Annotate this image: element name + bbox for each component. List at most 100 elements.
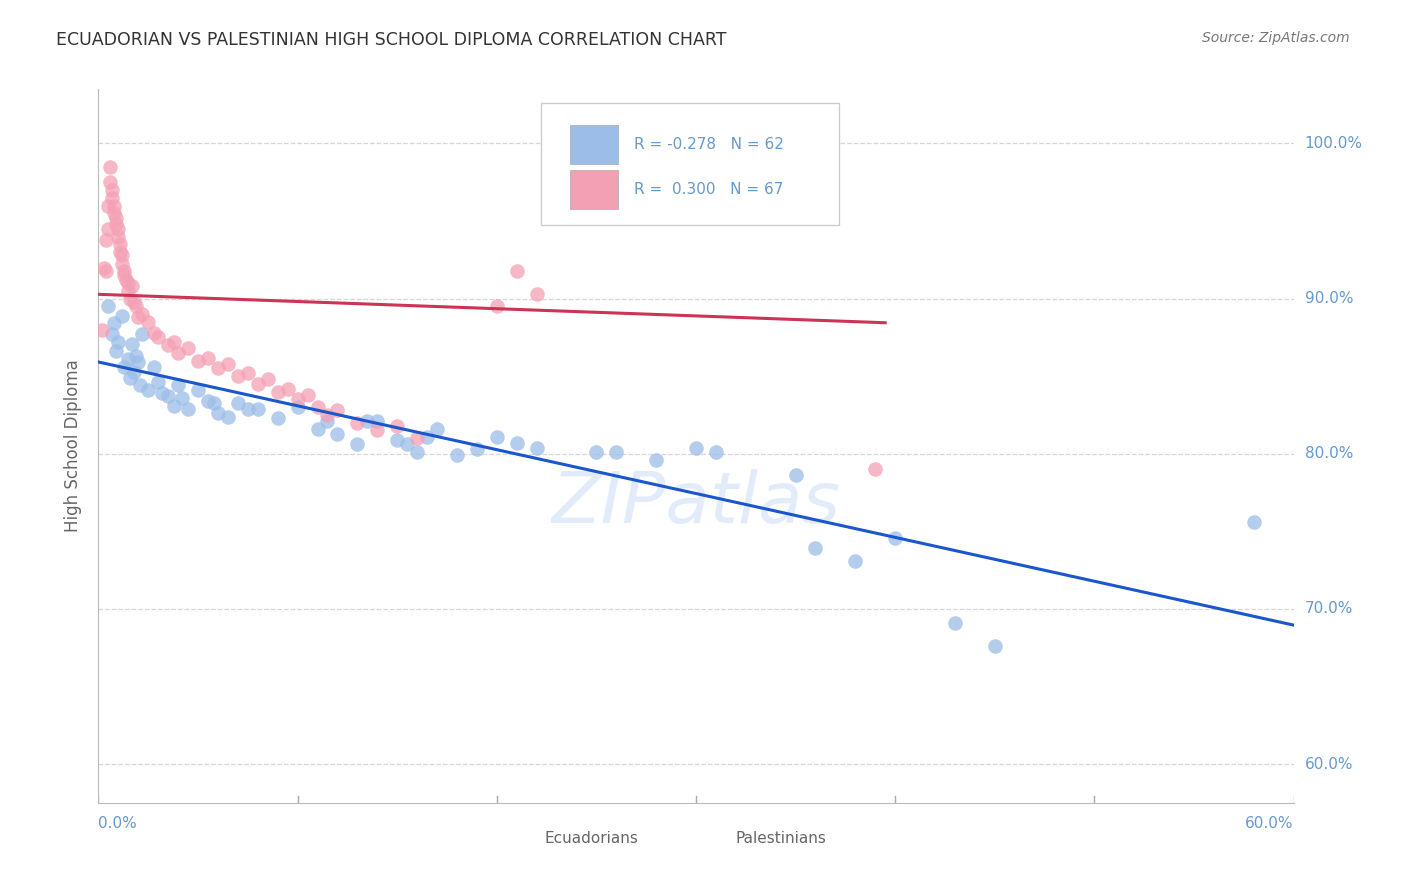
Point	[465, 442, 488, 456]
Point	[187, 353, 209, 368]
Point	[366, 414, 388, 428]
Point	[316, 414, 339, 428]
Point	[884, 531, 907, 545]
Point	[197, 394, 219, 409]
Bar	[505, 824, 534, 853]
Point	[131, 327, 153, 342]
Point	[107, 222, 129, 236]
Point	[187, 383, 209, 397]
Point	[624, 155, 647, 169]
Text: 60.0%: 60.0%	[1246, 816, 1294, 831]
Point	[297, 388, 319, 402]
Point	[804, 541, 827, 556]
Point	[485, 299, 508, 313]
Point	[103, 317, 125, 331]
Point	[246, 401, 269, 416]
Point	[91, 323, 114, 337]
Point	[406, 445, 429, 459]
Point	[366, 424, 388, 438]
Point	[148, 330, 170, 344]
Point	[526, 441, 548, 455]
Point	[150, 386, 173, 401]
Point	[217, 357, 239, 371]
Point	[267, 411, 290, 425]
Point	[197, 351, 219, 365]
Text: R = -0.278   N = 62: R = -0.278 N = 62	[634, 136, 783, 152]
Point	[105, 211, 128, 225]
Text: R =  0.300   N = 67: R = 0.300 N = 67	[634, 182, 783, 196]
Point	[506, 436, 529, 450]
Point	[485, 430, 508, 444]
Point	[121, 336, 143, 351]
Point	[585, 162, 607, 177]
Point	[105, 217, 128, 231]
Point	[97, 299, 120, 313]
Text: 0.0%: 0.0%	[98, 816, 138, 831]
Point	[177, 341, 200, 355]
Point	[93, 260, 115, 275]
Point	[277, 382, 299, 396]
Point	[101, 191, 124, 205]
Text: Source: ZipAtlas.com: Source: ZipAtlas.com	[1202, 31, 1350, 45]
Point	[406, 431, 429, 445]
Point	[172, 391, 194, 405]
Point	[202, 395, 225, 409]
Point	[704, 445, 727, 459]
Point	[112, 268, 135, 283]
Point	[943, 615, 966, 630]
Point	[1243, 515, 1265, 529]
Point	[645, 453, 668, 467]
Point	[107, 229, 129, 244]
Point	[217, 409, 239, 424]
Point	[385, 418, 409, 433]
Point	[96, 233, 118, 247]
Point	[316, 408, 339, 422]
Point	[177, 401, 200, 416]
Point	[207, 406, 229, 420]
Point	[307, 422, 329, 436]
Point	[110, 245, 132, 260]
Point	[346, 416, 368, 430]
FancyBboxPatch shape	[540, 103, 839, 225]
Point	[107, 334, 129, 349]
Point	[163, 399, 186, 413]
Point	[105, 344, 128, 359]
Point	[287, 401, 309, 415]
Point	[110, 237, 132, 252]
Point	[103, 198, 125, 212]
Point	[117, 276, 139, 290]
Point	[112, 263, 135, 277]
Point	[396, 437, 419, 451]
Point	[143, 359, 166, 374]
Point	[97, 222, 120, 236]
Point	[236, 401, 259, 416]
Point	[143, 326, 166, 340]
Point	[416, 430, 439, 444]
Point	[97, 198, 120, 212]
Point	[983, 639, 1005, 653]
Text: ZIPatlas: ZIPatlas	[551, 468, 841, 538]
Point	[385, 433, 409, 447]
Point	[124, 365, 146, 379]
Bar	[571, 169, 619, 209]
Point	[287, 392, 309, 407]
Point	[136, 383, 159, 397]
Point	[226, 369, 249, 384]
Point	[148, 376, 170, 390]
Point	[326, 426, 349, 441]
Point	[101, 327, 124, 342]
Point	[129, 378, 152, 392]
Point	[267, 384, 290, 399]
Point	[785, 468, 807, 483]
Point	[526, 287, 548, 301]
Text: 70.0%: 70.0%	[1305, 601, 1353, 616]
Point	[785, 210, 807, 224]
Point	[605, 445, 627, 459]
Point	[605, 152, 627, 166]
Point	[117, 352, 139, 367]
Point	[167, 346, 190, 360]
Point	[127, 355, 149, 369]
Point	[111, 309, 134, 323]
Text: 60.0%: 60.0%	[1305, 756, 1353, 772]
Point	[101, 183, 124, 197]
